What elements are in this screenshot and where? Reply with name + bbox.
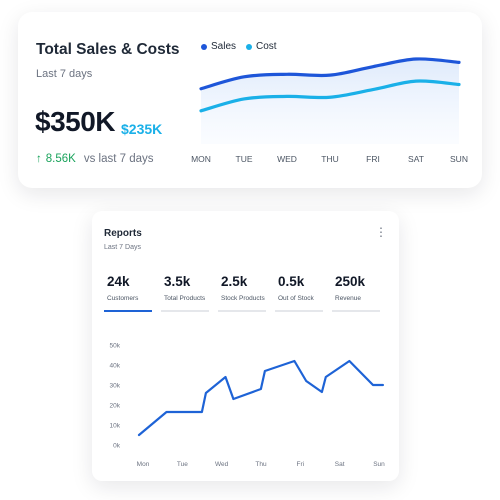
y-tick-label: 40k: [110, 363, 121, 370]
customers-series-line: [137, 359, 384, 437]
stat-tab-out-of-stock[interactable]: 0.5k Out of Stock: [275, 274, 323, 312]
reports-title: Reports: [104, 228, 142, 239]
sales-change-indicator: ↑ 8.56K vs last 7 days: [36, 153, 153, 165]
stat-underline: [104, 310, 152, 312]
legend-sales-label: Sales: [211, 41, 237, 52]
arrow-up-icon: ↑: [36, 153, 42, 165]
x-tick-label: MON: [191, 154, 211, 164]
stat-underline: [275, 310, 323, 312]
stat-label: Revenue: [335, 295, 362, 302]
sales-area-fill: [201, 58, 459, 145]
x-tick-label: FRI: [366, 154, 380, 164]
stat-tab-stock-products[interactable]: 2.5k Stock Products: [218, 274, 266, 312]
sales-change-value: 8.56K: [45, 153, 76, 165]
stat-label: Stock Products: [221, 295, 265, 302]
x-tick-label: Fri: [297, 461, 305, 468]
sales-costs-card: Total Sales & Costs Last 7 days $350K $2…: [18, 12, 482, 188]
reports-line-chart: 0k 10k 20k 30k 40k 50k Mon Tue Wed Thu Fri Sat Sun: [110, 343, 386, 469]
stat-underline: [161, 310, 209, 312]
cost-total-value: $235K: [121, 121, 163, 137]
stat-tab-revenue[interactable]: 250k Revenue: [332, 274, 380, 312]
y-tick-label: 20k: [110, 403, 121, 410]
reports-card: Reports Last 7 Days ⋮ 24k Customers 3.5k…: [92, 211, 399, 481]
reports-subtitle: Last 7 Days: [104, 244, 141, 251]
x-tick-label: Mon: [137, 461, 150, 468]
legend-cost-label: Cost: [256, 41, 277, 52]
y-tick-label: 0k: [113, 443, 121, 450]
x-tick-label: Tue: [177, 461, 188, 468]
y-tick-label: 30k: [110, 383, 121, 390]
legend-item-sales[interactable]: Sales: [201, 41, 236, 52]
sales-series-line: [199, 57, 461, 91]
stat-value: 2.5k: [221, 274, 248, 289]
x-tick-label: WED: [277, 154, 297, 164]
x-tick-label: Sat: [335, 461, 345, 468]
legend-item-cost[interactable]: Cost: [246, 41, 277, 52]
x-tick-label: Wed: [215, 461, 229, 468]
stat-label: Customers: [107, 295, 139, 302]
reports-stats-tabs: 24k Customers 3.5k Total Products 2.5k S…: [104, 274, 380, 312]
stat-value: 250k: [335, 274, 366, 289]
sales-total-value: $350K: [35, 106, 116, 137]
y-tick-label: 10k: [110, 423, 121, 430]
y-tick-label: 50k: [110, 343, 121, 350]
stat-underline: [218, 310, 266, 312]
stat-underline: [332, 310, 380, 312]
cost-series-line: [199, 79, 461, 113]
legend-cost-dot-icon: [246, 43, 253, 50]
stat-label: Out of Stock: [278, 295, 314, 302]
sales-change-text: vs last 7 days: [83, 153, 154, 165]
x-tick-label: TUE: [236, 154, 253, 164]
stat-value: 24k: [107, 274, 130, 289]
sales-costs-chart: MON TUE WED THU FRI SAT SUN: [191, 57, 468, 164]
sales-card-title: Total Sales & Costs: [36, 41, 180, 58]
stat-value: 0.5k: [278, 274, 305, 289]
stat-value: 3.5k: [164, 274, 191, 289]
legend-sales-dot-icon: [201, 43, 207, 50]
stat-tab-customers[interactable]: 24k Customers: [104, 274, 152, 312]
x-tick-label: THU: [321, 154, 338, 164]
x-tick-label: Thu: [255, 461, 267, 468]
stat-tab-total-products[interactable]: 3.5k Total Products: [161, 274, 209, 312]
sales-card-subtitle: Last 7 days: [36, 68, 93, 80]
x-tick-label: SAT: [408, 154, 424, 164]
x-tick-label: Sun: [373, 461, 385, 468]
more-options-icon[interactable]: ⋮: [375, 225, 387, 239]
x-tick-label: SUN: [450, 154, 468, 164]
stat-label: Total Products: [164, 295, 206, 302]
sales-chart-legend: Sales Cost: [201, 41, 277, 52]
